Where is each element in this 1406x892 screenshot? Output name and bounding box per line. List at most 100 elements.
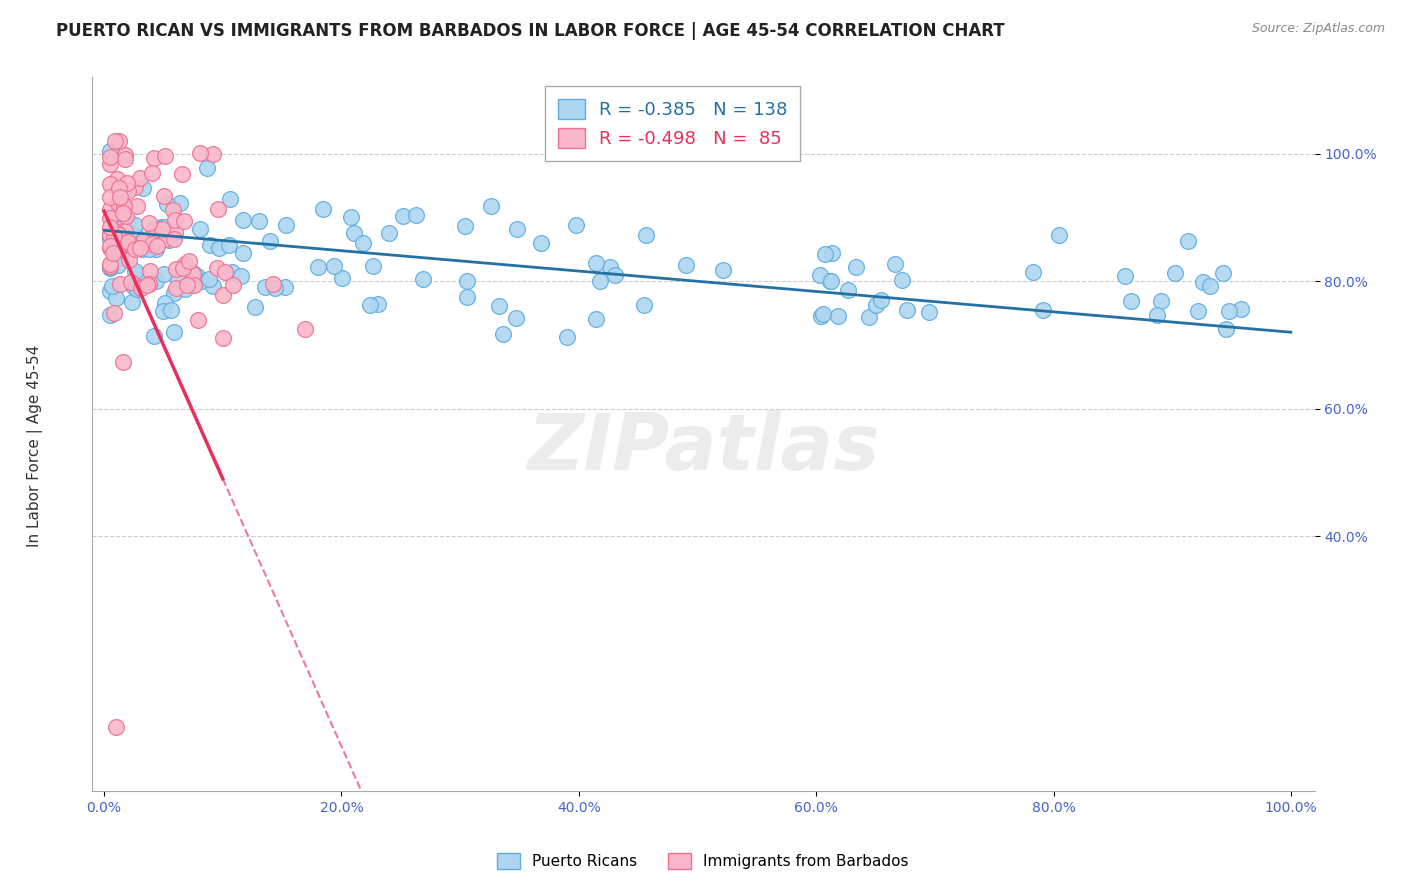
Point: [98, 308, 121, 322]
Point: [128, 268, 150, 282]
Point: [115, 176, 138, 190]
Point: [821, 246, 844, 260]
Point: [391, 209, 413, 223]
Point: [127, 282, 149, 296]
Point: [247, 214, 270, 228]
Point: [181, 267, 204, 281]
Point: [323, 259, 346, 273]
Point: [361, 260, 384, 274]
Point: [152, 303, 174, 318]
Point: [454, 219, 477, 233]
Point: [243, 300, 266, 314]
Point: [152, 268, 174, 282]
Point: [98, 227, 121, 242]
Point: [138, 216, 160, 230]
Point: [814, 247, 837, 261]
Point: [845, 260, 868, 274]
Point: [589, 274, 612, 288]
Point: [188, 145, 211, 160]
Point: [173, 214, 195, 228]
Point: [139, 263, 162, 277]
Point: [186, 269, 208, 284]
Point: [152, 231, 174, 245]
Point: [145, 274, 167, 288]
Point: [153, 149, 176, 163]
Point: [98, 259, 121, 273]
Point: [98, 144, 121, 158]
Point: [138, 242, 160, 256]
Point: [232, 212, 254, 227]
Point: [111, 355, 134, 369]
Point: [1177, 234, 1199, 248]
Point: [153, 295, 176, 310]
Point: [218, 192, 240, 206]
Point: [253, 280, 276, 294]
Point: [117, 253, 139, 268]
Point: [108, 134, 131, 148]
Point: [818, 274, 841, 288]
Point: [183, 277, 205, 292]
Point: [122, 278, 145, 293]
Point: [117, 184, 139, 198]
Point: [479, 199, 502, 213]
Point: [132, 234, 155, 248]
Point: [120, 275, 142, 289]
Point: [98, 228, 121, 243]
Point: [870, 293, 893, 308]
Point: [202, 278, 225, 293]
Point: [263, 281, 285, 295]
Point: [114, 152, 136, 166]
Point: [883, 257, 905, 271]
Point: [153, 189, 176, 203]
Point: [120, 237, 142, 252]
Point: [107, 227, 129, 241]
Point: [827, 309, 849, 323]
Point: [274, 280, 297, 294]
Point: [1119, 293, 1142, 308]
Point: [107, 202, 129, 217]
Point: [172, 260, 194, 275]
Point: [98, 157, 121, 171]
Point: [104, 720, 127, 734]
Point: [187, 313, 209, 327]
Point: [367, 297, 389, 311]
Point: [1199, 279, 1222, 293]
Point: [150, 220, 173, 235]
Point: [274, 218, 297, 232]
Point: [153, 219, 176, 234]
Point: [820, 274, 842, 288]
Point: [212, 288, 235, 302]
Point: [858, 310, 880, 325]
Point: [865, 298, 887, 312]
Point: [190, 274, 212, 288]
Point: [160, 302, 183, 317]
Point: [174, 257, 197, 271]
Point: [505, 311, 527, 326]
Point: [101, 279, 124, 293]
Point: [98, 256, 121, 270]
Point: [125, 199, 148, 213]
Point: [456, 290, 478, 304]
Point: [565, 218, 588, 232]
Point: [208, 241, 231, 255]
Point: [98, 150, 121, 164]
Point: [1032, 302, 1054, 317]
Point: [98, 241, 121, 255]
Point: [127, 279, 149, 293]
Point: [896, 303, 918, 318]
Point: [98, 261, 121, 276]
Point: [105, 172, 128, 186]
Point: [98, 219, 121, 234]
Point: [135, 278, 157, 293]
Point: [198, 272, 221, 286]
Point: [129, 236, 152, 251]
Point: [101, 246, 124, 260]
Point: [124, 218, 146, 232]
Point: [585, 256, 607, 270]
Point: [1187, 303, 1209, 318]
Point: [104, 233, 127, 247]
Point: [1215, 322, 1237, 336]
Point: [412, 271, 434, 285]
Point: [129, 241, 152, 255]
Point: [143, 225, 166, 239]
